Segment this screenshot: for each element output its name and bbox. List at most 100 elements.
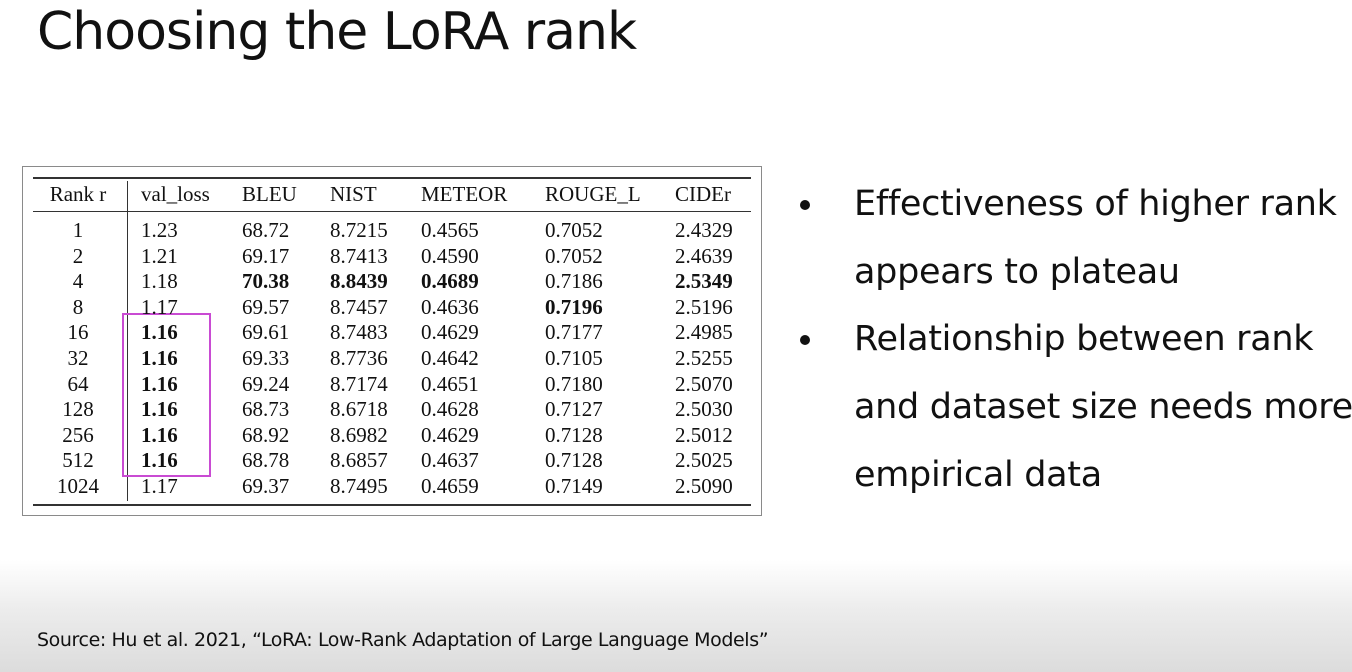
table-cell: 1.16 [141,320,178,345]
table-cell: 1.16 [141,448,178,473]
table-cell: 8.7736 [330,346,388,370]
table-cell: 8.7457 [330,294,388,319]
table-cell: 0.7196 [545,294,603,319]
table-header-cell: METEOR [421,182,508,206]
table-cell: 1.23 [141,218,178,242]
table-cell: 1.16 [141,422,178,447]
table-cell: 69.17 [242,243,290,268]
table-cell: 0.4651 [421,371,479,396]
table-cell: 8.7215 [330,218,388,242]
table-cell: 2.5030 [675,397,733,422]
table-cell: 256 [62,422,94,447]
table-cell: 2.5349 [675,269,733,294]
table-cell: 0.4590 [421,243,479,268]
table-cell: 69.61 [242,320,290,345]
table-cell: 0.7128 [545,448,603,473]
table-cell: 8.8439 [330,269,388,294]
table-cell: 0.7128 [545,422,603,447]
source-citation: Source: Hu et al. 2021, “LoRA: Low-Rank … [37,629,769,651]
table-header-cell: val_loss [141,182,210,206]
table-cell: 0.4689 [421,269,479,294]
table-header-cell: ROUGE_L [545,182,641,206]
table-bottom-rule [33,504,751,506]
table-cell: 32 [67,346,89,370]
table-cell: 8.7413 [330,243,388,268]
table-cell: 0.4629 [421,422,479,447]
slide-title: Choosing the LoRA rank [37,2,637,62]
table-cell: 68.72 [242,218,290,242]
table-cell: 69.57 [242,294,290,319]
table-cell: 0.7105 [545,346,603,370]
table-cell: 1.18 [141,269,178,294]
table-cell: 1 [72,218,84,242]
table-cell: 68.78 [242,448,290,473]
table-cell: 2.5012 [675,422,733,447]
table-cell: 8.7495 [330,474,388,498]
table-cell: 0.7127 [545,397,603,422]
bullet-text: empirical data [854,455,1102,495]
table-header-cell: CIDEr [675,182,731,206]
table-cell: 0.4642 [421,346,479,370]
table-column-separator [127,181,128,501]
table-cell: 68.92 [242,422,290,447]
table-cell: 69.24 [242,371,290,396]
table-top-rule [33,177,751,179]
bullet-text: Relationship between rank [854,319,1314,359]
table-cell: 2.5025 [675,448,733,473]
table-cell: 0.4565 [421,218,479,242]
bullet-dot-icon [800,335,810,345]
table-cell: 8.6857 [330,448,388,473]
table-cell: 1.16 [141,397,178,422]
table-cell: 16 [67,320,89,345]
table-cell: 4 [72,269,84,294]
footer-band [0,560,1352,672]
table-cell: 1.17 [141,294,178,319]
table-cell: 1.16 [141,371,178,396]
bullet-text: and dataset size needs more [854,387,1352,427]
table-cell: 1024 [57,474,99,498]
table-cell: 8.7483 [330,320,388,345]
table-cell: 2.4639 [675,243,733,268]
table-cell: 64 [67,371,89,396]
table-cell: 2.5255 [675,346,733,370]
table-cell: 69.37 [242,474,290,498]
table-cell: 2.4329 [675,218,733,242]
table-cell: 68.73 [242,397,290,422]
table-cell: 0.7149 [545,474,603,498]
table-cell: 8.7174 [330,371,388,396]
table-cell: 2.4985 [675,320,733,345]
table-cell: 2.5090 [675,474,733,498]
table-cell: 0.4628 [421,397,479,422]
table-header-rule [33,211,751,212]
table-cell: 1.16 [141,346,178,370]
table-cell: 2 [72,243,84,268]
table-cell: 0.4629 [421,320,479,345]
table-cell: 8 [72,294,84,319]
table-cell: 2.5196 [675,294,733,319]
table-cell: 0.7177 [545,320,603,345]
table-header-cell: BLEU [242,182,297,206]
table-cell: 0.7180 [545,371,603,396]
val-loss-highlight-box [122,313,211,477]
table-cell: 0.7052 [545,218,603,242]
table-cell: 8.6718 [330,397,388,422]
table-cell: 69.33 [242,346,290,370]
table-header-cell: Rank r [49,182,107,206]
bullet-text: Effectiveness of higher rank [854,184,1337,224]
table-cell: 2.5070 [675,371,733,396]
table-cell: 0.4637 [421,448,479,473]
table-cell: 0.7186 [545,269,603,294]
table-cell: 0.4659 [421,474,479,498]
table-cell: 512 [62,448,94,473]
table-cell: 70.38 [242,269,290,294]
bullet-text: appears to plateau [854,252,1180,292]
table-cell: 0.7052 [545,243,603,268]
table-cell: 128 [62,397,94,422]
bullet-dot-icon [800,200,810,210]
table-header-cell: NIST [330,182,377,206]
table-cell: 1.21 [141,243,178,268]
table-cell: 1.17 [141,474,178,498]
results-table: Rank r val_loss BLEU NIST METEOR ROUGE_L CIDEr… [22,166,762,516]
table-cell: 8.6982 [330,422,388,447]
table-cell: 0.4636 [421,294,479,319]
